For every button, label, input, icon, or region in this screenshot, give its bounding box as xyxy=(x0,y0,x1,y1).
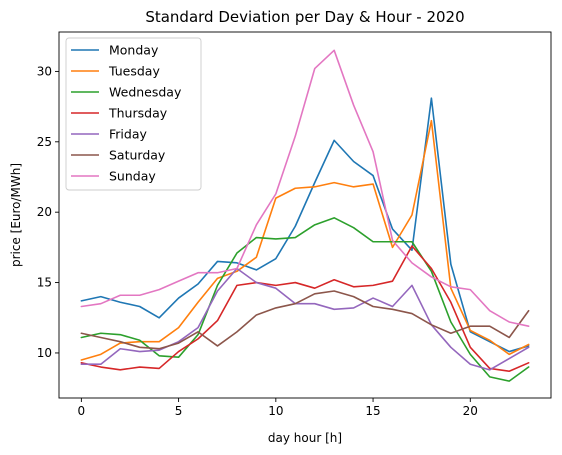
legend-items: Monday Tuesday Wednesday Thursday Friday Satu… xyxy=(71,43,182,184)
chart-title: Standard Deviation per Day & Hour - 2020 xyxy=(145,8,464,26)
legend-label-friday: Friday xyxy=(109,127,147,142)
legend-label-tuesday: Tuesday xyxy=(108,64,160,79)
x-tick-label: 15 xyxy=(365,404,380,418)
x-tick-label: 10 xyxy=(268,404,283,418)
legend-box xyxy=(65,37,202,191)
x-axis-label: day hour [h] xyxy=(268,431,342,445)
series-line-sunday xyxy=(80,49,530,328)
legend-label-sunday: Sunday xyxy=(109,169,156,184)
y-tick-label: 25 xyxy=(37,135,52,149)
x-tick-label: 5 xyxy=(175,404,183,418)
series-line-monday xyxy=(80,97,530,353)
series-line-friday xyxy=(80,267,530,371)
series-line-wednesday xyxy=(80,217,530,382)
plot-area: 0 5 10 15 20 10 15 20 25 30 xyxy=(37,31,552,418)
series-line-thursday xyxy=(80,245,530,373)
plot-frame xyxy=(58,31,552,399)
y-axis-label: price [Euro/MWh] xyxy=(9,163,23,267)
legend: Monday Tuesday Wednesday Thursday Friday Satu… xyxy=(65,37,202,191)
x-axis-ticks: 0 5 10 15 20 xyxy=(78,398,478,418)
series-line-saturday xyxy=(80,290,530,350)
legend-label-monday: Monday xyxy=(109,43,159,58)
x-tick-label: 0 xyxy=(78,404,86,418)
legend-label-wednesday: Wednesday xyxy=(109,85,182,100)
series-lines xyxy=(80,49,530,382)
y-tick-label: 10 xyxy=(37,346,52,360)
y-tick-label: 30 xyxy=(37,64,52,78)
y-axis-ticks: 10 15 20 25 30 xyxy=(37,64,59,360)
series-line-tuesday xyxy=(80,119,530,361)
x-tick-label: 20 xyxy=(463,404,478,418)
y-tick-label: 20 xyxy=(37,205,52,219)
legend-label-saturday: Saturday xyxy=(109,148,166,163)
legend-label-thursday: Thursday xyxy=(108,106,168,121)
y-tick-label: 15 xyxy=(37,276,52,290)
